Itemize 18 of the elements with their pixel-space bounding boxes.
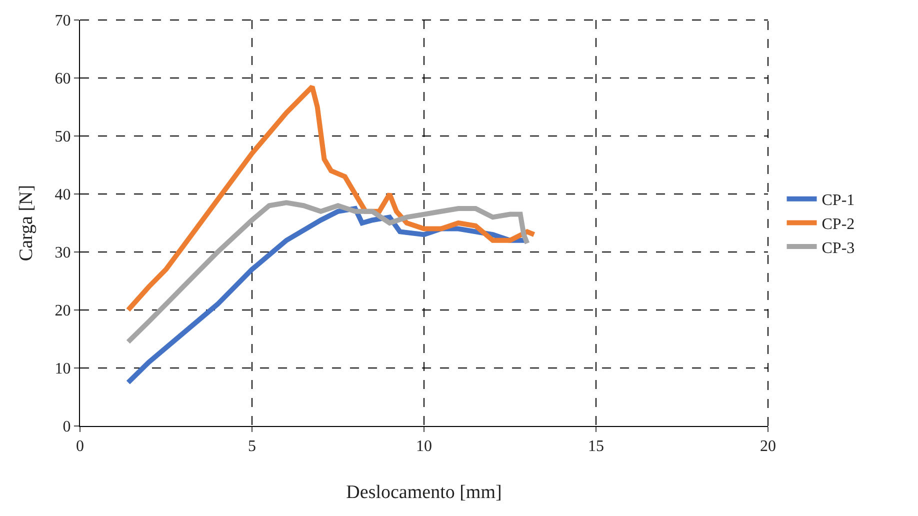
x-tick-label: 20 [760,438,776,456]
y-tick-label: 60 [54,70,71,88]
y-tick-label: 10 [54,360,71,378]
y-tick-label: 20 [54,302,71,320]
y-tick-label: 70 [54,12,71,30]
x-axis-title: Deslocamento [mm] [346,482,502,503]
legend-label: CP-2 [822,216,855,233]
y-tick-label: 40 [54,186,71,204]
y-tick-label: 0 [62,418,71,436]
x-tick-label: 0 [76,438,84,456]
x-tick-label: 15 [588,438,604,456]
x-tick-label: 10 [416,438,432,456]
y-tick-label: 30 [54,244,71,262]
x-tick-label: 5 [248,438,256,456]
y-tick-label: 50 [54,128,71,146]
y-axis-title: Carga [N] [16,184,37,262]
legend-label: CP-1 [822,192,855,210]
legend-label: CP-3 [822,240,855,257]
